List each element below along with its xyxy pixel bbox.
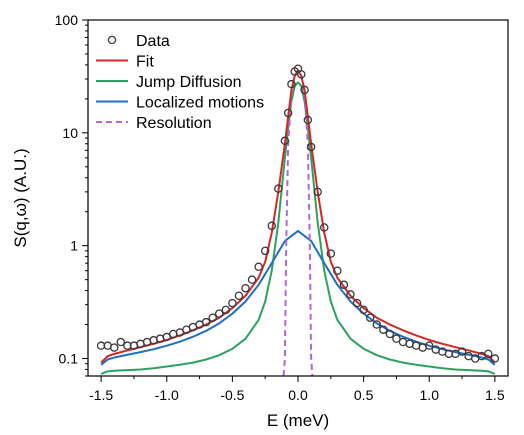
data-point [313,187,322,197]
series-group [96,64,500,376]
data-point [490,354,500,363]
data-point [254,262,263,272]
data-point [385,329,395,339]
data-point [214,309,224,318]
data-point [303,115,313,125]
data-point [241,283,250,293]
x-tick-label: -1.0 [155,387,179,403]
data-point [297,70,306,79]
y-tick-label: 100 [55,12,79,28]
x-tick-label: 1.5 [485,387,505,403]
x-tick-label: -0.5 [220,387,244,403]
data-point [326,249,336,258]
data-point [201,317,211,327]
data-point [234,291,244,300]
data-point [260,246,270,256]
legend-marker-data [107,35,117,45]
data-point [283,108,293,118]
legend-label-localized-motions: Localized motions [136,95,264,112]
data-point [359,305,368,315]
data-point [221,305,231,315]
data-point [484,349,493,359]
data-point [162,332,171,342]
x-axis-label: E (meV) [267,411,329,430]
x-tick-label: 0.5 [354,387,374,403]
data-point [346,290,355,299]
data-point [372,320,381,329]
data-point [319,223,329,232]
x-tick-label: -1.5 [89,387,113,403]
legend-label-fit: Fit [136,54,154,71]
axes-layer: -1.5 -1.0 -0.5 0.0 0.5 1.0 1.5 0.1 1 10 100 [55,12,505,403]
data-point [457,347,467,356]
data-point [247,275,257,284]
y-tick-label: 0.1 [59,351,79,367]
x-tick-label: 0.0 [288,387,308,403]
data-point [306,142,316,152]
legend-label-resolution: Resolution [136,115,212,132]
y-axis-label: S(q,ω) (A.U.) [11,148,30,247]
series-line-resolution [282,70,314,376]
data-point [352,298,362,308]
y-tick-label: 1 [70,238,78,254]
series-line-fit [100,69,496,364]
data-point [424,341,434,350]
data-point [110,343,119,352]
data-point [116,337,126,347]
data-point [274,184,283,193]
data-point [379,325,388,334]
data-point [300,85,309,95]
data-point [228,298,237,308]
data-point [267,221,276,231]
data-point [392,334,401,343]
legend-label-jump-diffusion: Jump Diffusion [136,74,242,91]
series-line-jump-diffusion [100,81,496,375]
series-line-localized-motions [100,229,496,366]
legend-label-data: Data [136,33,170,50]
data-point [333,266,342,275]
x-tick-label: 1.0 [420,387,440,403]
data-point [280,136,290,146]
marks-layer [96,64,500,376]
data-point [339,280,349,290]
legend: Data Fit Jump Diffusion Localized motions Re… [96,33,264,132]
data-point [287,79,296,89]
data-point [365,313,375,322]
y-tick-label: 10 [62,125,78,141]
data-point [208,313,217,322]
